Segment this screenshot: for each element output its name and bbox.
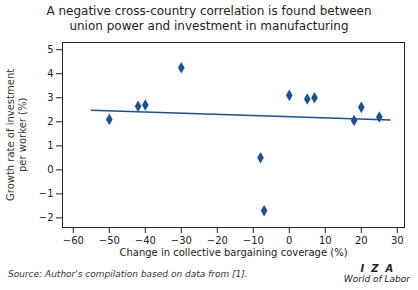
svg-text:−1: −1 [39,188,54,199]
svg-text:30: 30 [391,235,404,246]
svg-text:20: 20 [355,235,368,246]
svg-text:Change in collective bargainin: Change in collective bargaining coverage… [119,247,347,258]
svg-text:0: 0 [47,164,53,175]
svg-text:−40: −40 [135,235,156,246]
html-text:A negative cross-country corre: A negative cross-country correlation is … [46,4,372,33]
svg-text:−10: −10 [243,235,264,246]
svg-text:−20: −20 [207,235,228,246]
svg-text:4: 4 [47,68,53,79]
svg-text:−50: −50 [99,235,120,246]
svg-text:2: 2 [47,116,53,127]
svg-text:5: 5 [47,44,53,55]
html-text:Growth rate of investment per: Growth rate of investment per worker (%) [5,68,28,201]
svg-text:−2: −2 [39,212,54,223]
svg-text:−60: −60 [63,235,84,246]
html-text:I Z A: I Z A [360,263,394,274]
svg-text:1: 1 [47,140,53,151]
html-text:World of Labor: World of Labor [343,274,410,284]
svg-text:0: 0 [286,235,292,246]
svg-text:3: 3 [47,92,53,103]
svg-text:10: 10 [319,235,332,246]
html-text:Source: Author's compilation b: Source: Author's compilation based on da… [8,268,248,279]
svg-text:−30: −30 [171,235,192,246]
